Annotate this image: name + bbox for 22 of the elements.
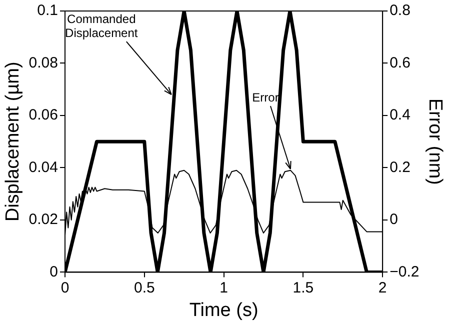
- y2-tick-label: 0.6: [390, 54, 410, 72]
- y-tick-label: 0.1: [37, 2, 58, 20]
- y-tick-label: 0.04: [28, 158, 58, 176]
- y-tick-label: 0: [50, 263, 58, 280]
- y2-tick-label: 0.2: [390, 158, 410, 176]
- annotation: Error: [252, 90, 279, 104]
- y2-tick-label: −0.2: [390, 263, 420, 280]
- y-tick-label: 0.06: [28, 106, 58, 124]
- x-tick-label: 0.5: [134, 279, 155, 296]
- y-axis-title: Displacement (µm): [2, 62, 24, 222]
- y-tick-label: 0.08: [28, 54, 58, 72]
- x-axis-title: Time (s): [189, 300, 258, 321]
- x-tick-label: 0: [60, 279, 70, 296]
- y2-tick-label: 0.4: [390, 106, 410, 124]
- y2-axis-title: Error (nm): [424, 98, 446, 185]
- x-tick-label: 1.5: [292, 279, 314, 296]
- y2-tick-label: 0.8: [390, 2, 410, 20]
- y2-tick-label: 0: [390, 211, 398, 228]
- x-tick-label: 2: [378, 279, 387, 296]
- annotation: Commanded Displacement: [65, 12, 138, 40]
- y-tick-label: 0.02: [28, 211, 58, 228]
- x-tick-label: 1: [220, 279, 228, 296]
